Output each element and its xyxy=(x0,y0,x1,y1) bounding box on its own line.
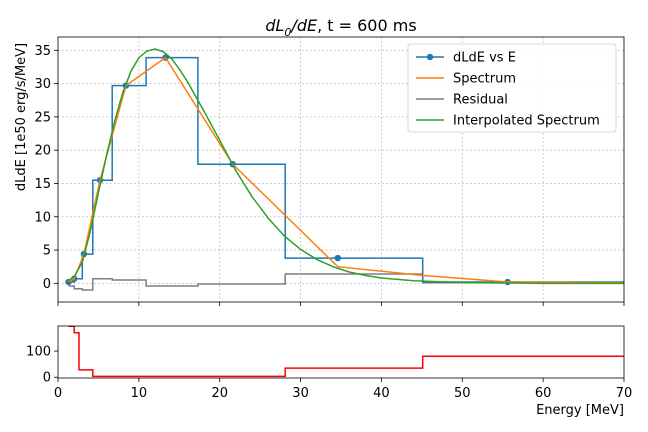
y-tick-label: 30 xyxy=(34,77,51,92)
legend-entry-label: Spectrum xyxy=(453,72,516,87)
x-tick-label: 50 xyxy=(454,386,471,401)
residual-plot-area: 0 100 0 10 20 30 40 50 60 70 xyxy=(26,325,633,401)
legend: dLdE vs E Spectrum Residual Interpolated Sp… xyxy=(407,43,617,133)
series-residual-line xyxy=(68,273,624,291)
y-tick-label: 0 xyxy=(43,277,51,292)
legend-box xyxy=(407,43,617,133)
legend-marker xyxy=(426,53,434,61)
x-tick-label: 70 xyxy=(616,386,633,401)
x-tick-label: 40 xyxy=(373,386,390,401)
series-residual-percent-line xyxy=(68,326,624,378)
main-plot-frame xyxy=(57,36,625,303)
x-axis-label: Energy [MeV] xyxy=(536,403,624,418)
y-tick-label: 20 xyxy=(34,144,51,159)
x-tick-label: 0 xyxy=(54,386,62,401)
x-tick-label: 20 xyxy=(211,386,228,401)
legend-entry-label: Residual xyxy=(453,93,508,108)
y-tick-label: 5 xyxy=(43,244,51,259)
y-tick-label: 35 xyxy=(34,44,51,59)
data-point xyxy=(334,254,341,262)
y-tick-label: 0 xyxy=(43,371,51,386)
y-tick-label: 100 xyxy=(26,345,51,360)
x-tick-label: 30 xyxy=(292,386,309,401)
x-tick-label: 60 xyxy=(535,386,552,401)
residual-plot-frame xyxy=(57,325,625,379)
legend-entry-label: dLdE vs E xyxy=(453,51,516,66)
y-tick-label: 15 xyxy=(34,177,51,192)
y-tick-label: 25 xyxy=(34,110,51,125)
y-axis-label: dLdE [1e50 erg/s/MeV] xyxy=(14,43,29,191)
x-tick-label: 10 xyxy=(131,386,148,401)
series-spectrum-line xyxy=(68,56,624,284)
chart-title: dL0/dE, t = 600 ms xyxy=(265,16,416,39)
y-tick-label: 10 xyxy=(34,210,51,225)
legend-entry-label: Interpolated Spectrum xyxy=(453,114,600,129)
series-interpolated-spectrum-line xyxy=(65,48,624,285)
